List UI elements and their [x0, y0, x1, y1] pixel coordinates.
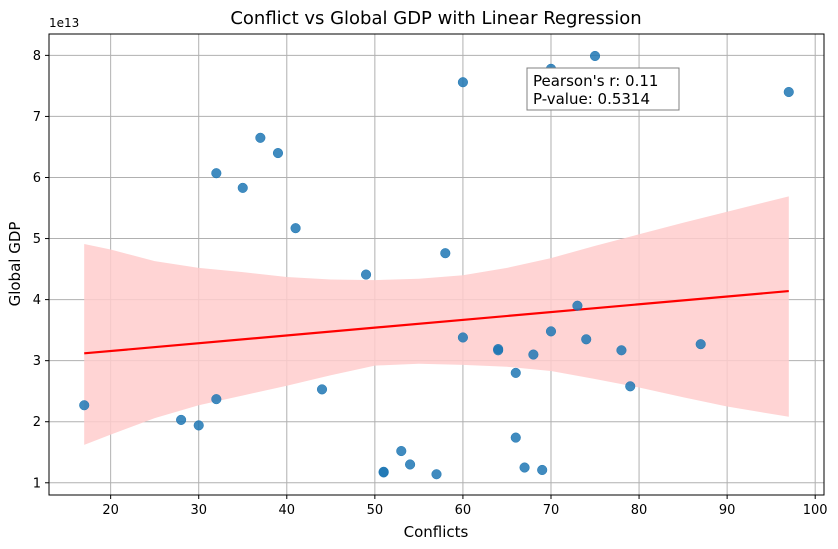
- scatter-point: [493, 344, 504, 355]
- x-tick-label: 90: [719, 503, 736, 518]
- plot-area-frame: [48, 33, 825, 496]
- scatter-point: [572, 300, 583, 311]
- scatter-point: [581, 334, 592, 345]
- x-axis-label: Conflicts: [404, 523, 469, 541]
- x-tick-label: 100: [803, 503, 828, 518]
- scatter-point: [396, 445, 407, 457]
- scatter-point: [255, 132, 266, 143]
- stats-annotation-box: [526, 67, 680, 111]
- y-axis-ticks: 1 2 3 4 5 6 7 8: [33, 49, 49, 491]
- scatter-point: [510, 367, 521, 378]
- y-axis-label: Global GDP: [6, 222, 24, 307]
- scatter-point: [625, 381, 636, 392]
- scatter-point: [457, 77, 468, 88]
- chart-title: Conflict vs Global GDP with Linear Regre…: [230, 8, 641, 29]
- x-tick-label: 80: [631, 503, 648, 518]
- scatter-point: [616, 345, 627, 356]
- stats-annotation: Pearson's r: 0.11 P-value: 0.5314: [526, 67, 680, 111]
- scatter-point: [431, 469, 442, 480]
- scatter-point: [537, 464, 548, 476]
- scatter-point: [440, 248, 451, 259]
- confidence-band-layer: [84, 196, 789, 445]
- y-tick-label: 7: [33, 110, 41, 125]
- confidence-band: [84, 196, 789, 445]
- pearson-r-text: Pearson's r: 0.11: [533, 72, 658, 90]
- x-tick-label: 20: [102, 503, 119, 518]
- y-tick-label: 4: [33, 293, 41, 308]
- scatter-point: [360, 269, 372, 280]
- scatter-point: [237, 182, 248, 193]
- scatter-point: [272, 148, 284, 159]
- y-tick-label: 6: [33, 171, 41, 186]
- scatter-point: [405, 459, 416, 470]
- scatter-point: [378, 466, 389, 477]
- p-value-text: P-value: 0.5314: [533, 90, 650, 108]
- y-tick-label: 3: [33, 354, 41, 369]
- scatter-point: [316, 384, 328, 395]
- x-axis-ticks: 20 30 40 50 60 70 80 90 100: [102, 495, 828, 518]
- scatter-points: [79, 50, 794, 480]
- scatter-point: [783, 86, 794, 98]
- scatter-point: [695, 339, 706, 350]
- scatter-point: [211, 168, 222, 179]
- x-tick-label: 70: [543, 503, 560, 518]
- scatter-point: [176, 414, 187, 425]
- scatter-point: [79, 400, 90, 411]
- scatter-point: [211, 394, 222, 405]
- scatter-point: [290, 223, 301, 234]
- scatter-point: [545, 326, 557, 337]
- x-tick-label: 30: [190, 503, 207, 518]
- regression-line: [84, 289, 789, 355]
- y-tick-label: 8: [33, 49, 41, 64]
- y-tick-label: 5: [33, 232, 41, 247]
- x-tick-label: 50: [367, 503, 384, 518]
- scatter-point: [528, 349, 539, 360]
- scatter-point: [457, 332, 468, 343]
- x-tick-label: 40: [279, 503, 296, 518]
- scatter-point: [510, 432, 521, 443]
- scatter-point: [589, 50, 601, 62]
- regression-line-layer: [84, 289, 789, 355]
- scatter-point: [519, 462, 530, 473]
- y-axis-offset-label: 1e13: [49, 16, 79, 30]
- scatter-point: [193, 420, 204, 431]
- y-tick-label: 2: [33, 415, 41, 430]
- y-tick-label: 1: [33, 476, 41, 491]
- x-tick-label: 60: [455, 503, 472, 518]
